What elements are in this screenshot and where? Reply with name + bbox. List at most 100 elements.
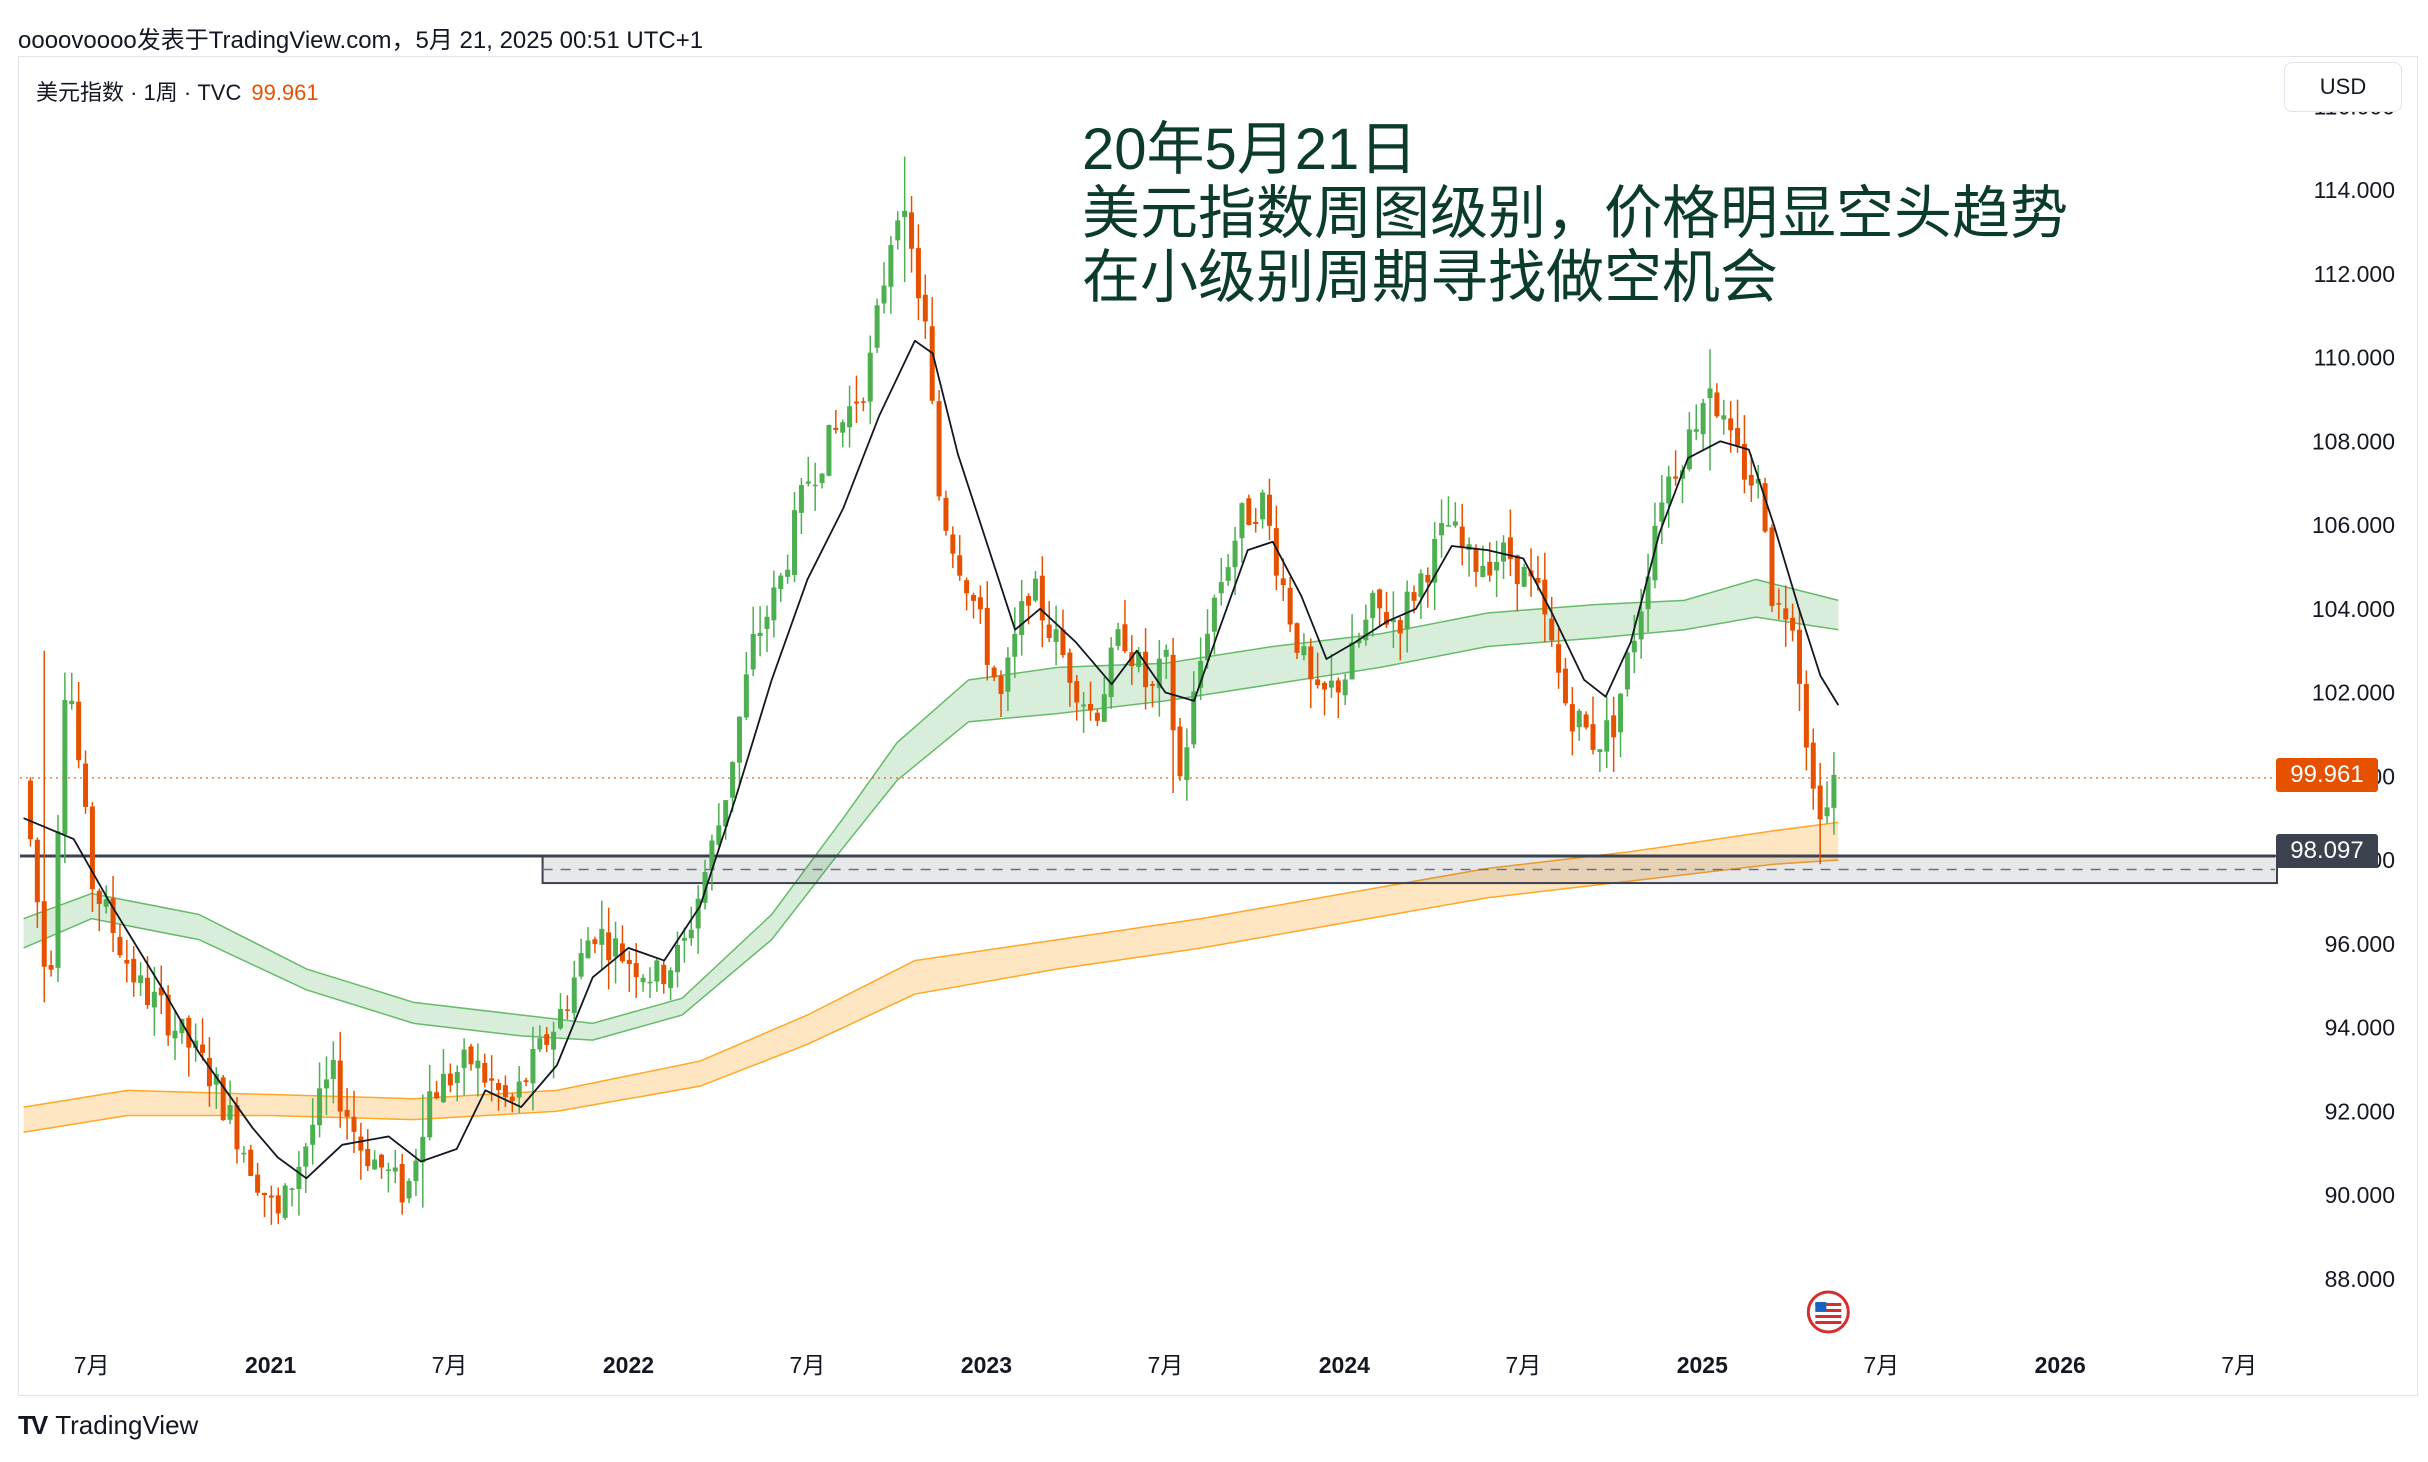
candle-body <box>1790 617 1796 631</box>
candle-body <box>1700 403 1706 435</box>
candle-body <box>41 901 47 967</box>
candle-body <box>1418 573 1424 597</box>
candle-body <box>847 406 853 428</box>
candle-body <box>1156 658 1162 689</box>
candle-body <box>261 1192 267 1196</box>
flag-marker[interactable] <box>1806 1290 1850 1334</box>
candle-body <box>895 220 901 241</box>
symbol-legend[interactable]: 美元指数 · 1周 · TVC 99.961 <box>36 75 319 107</box>
level-price-tag: 98.097 <box>2276 834 2378 868</box>
candle-body <box>165 994 171 1036</box>
time-axis[interactable]: 7月 2021 7月 2022 7月 2023 7月 2024 7月 2025 7月 2026 7月 <box>74 1352 2257 1378</box>
candle-body <box>489 1078 495 1081</box>
candle-body <box>186 1017 192 1048</box>
candle-body <box>502 1085 508 1098</box>
candle-body <box>530 1048 536 1084</box>
tradingview-brand[interactable]: TV TradingView <box>18 1410 198 1441</box>
candle-body <box>385 1169 391 1171</box>
candle-body <box>709 840 715 870</box>
candle-body <box>702 872 708 903</box>
x-tick-label: 7月 <box>2221 1352 2257 1378</box>
candle-body <box>440 1073 446 1103</box>
candle-body <box>764 616 770 629</box>
x-tick-label: 7月 <box>1147 1352 1183 1378</box>
candle-body <box>1019 601 1025 635</box>
candle-body <box>1328 680 1334 688</box>
flag-stripe <box>1815 1303 1842 1306</box>
candle-body <box>296 1166 302 1190</box>
candle-body <box>1205 633 1211 661</box>
candle-body <box>723 800 729 827</box>
price-axis[interactable]: 116.000114.000112.000110.000108.000106.0… <box>2312 93 2395 1292</box>
candle-body <box>1645 576 1651 610</box>
candle-body <box>1039 575 1045 621</box>
candle-body <box>909 212 915 249</box>
x-tick-label: 2021 <box>245 1352 296 1378</box>
candle-body <box>881 285 887 304</box>
candle-body <box>578 953 584 977</box>
candle-body <box>337 1060 343 1112</box>
candle-body <box>1604 720 1610 752</box>
candle-body <box>496 1083 502 1091</box>
annotation-line-date: 20年5月21日 <box>1082 117 1418 182</box>
candle-body <box>1094 712 1100 721</box>
candle-body <box>1404 591 1410 630</box>
y-tick-label: 94.000 <box>2325 1015 2395 1041</box>
candle-body <box>1507 537 1513 560</box>
candle-body <box>867 352 873 402</box>
candle-body <box>413 1160 419 1182</box>
candle-body <box>241 1152 247 1155</box>
candle-body <box>34 839 40 903</box>
candle-body <box>1445 525 1451 527</box>
candle-body <box>138 975 144 983</box>
ma-line <box>23 339 1840 1180</box>
candle-body <box>1232 540 1238 568</box>
x-tick-label: 7月 <box>74 1352 110 1378</box>
candle-body <box>1597 749 1603 753</box>
candle-body <box>1693 429 1699 432</box>
candle-body <box>840 422 846 433</box>
y-tick-label: 102.000 <box>2312 680 2395 706</box>
candle-body <box>551 1031 557 1050</box>
candle-body <box>668 970 674 989</box>
support-zone <box>20 777 2283 885</box>
candle-body <box>991 667 997 678</box>
candle-body <box>1549 618 1555 641</box>
candle-body <box>1115 629 1121 646</box>
candle-body <box>860 401 866 403</box>
candle-body <box>1494 561 1500 571</box>
y-tick-label: 90.000 <box>2325 1182 2395 1208</box>
candle-body <box>1273 528 1279 576</box>
candle-body <box>420 1136 426 1163</box>
candle-body <box>1012 633 1018 657</box>
currency-button[interactable]: USD <box>2284 62 2402 112</box>
candle-body <box>750 633 756 670</box>
y-tick-label: 110.000 <box>2314 345 2395 371</box>
green-band-fill <box>23 579 1839 1041</box>
candle-body <box>255 1174 261 1193</box>
candle-body <box>977 597 983 610</box>
candle-body <box>1721 415 1727 420</box>
candle-body <box>1315 679 1321 686</box>
candle-body <box>1108 647 1114 698</box>
candle-body <box>785 569 791 577</box>
candle-body <box>248 1149 254 1176</box>
candle-body <box>1583 714 1589 728</box>
candle-body <box>1122 624 1128 652</box>
candle-body <box>1266 494 1272 526</box>
candle-body <box>110 898 116 934</box>
annotation-text[interactable]: 20年5月21日 美元指数周图级别，价格明显空头趋势 在小级别周期寻找做空机会 <box>1082 118 2068 310</box>
candle-body <box>1046 624 1052 638</box>
y-tick-label: 114.000 <box>2314 177 2395 203</box>
candle-body <box>771 587 777 621</box>
candle-body <box>365 1148 371 1167</box>
candle-body <box>83 763 89 807</box>
candle-body <box>1776 603 1782 605</box>
candle-body <box>1191 691 1197 745</box>
candle-body <box>695 898 701 929</box>
candle-body <box>158 987 164 996</box>
candle-body <box>1026 596 1032 606</box>
candlesticks <box>27 156 1837 1225</box>
candle-body <box>688 929 694 939</box>
